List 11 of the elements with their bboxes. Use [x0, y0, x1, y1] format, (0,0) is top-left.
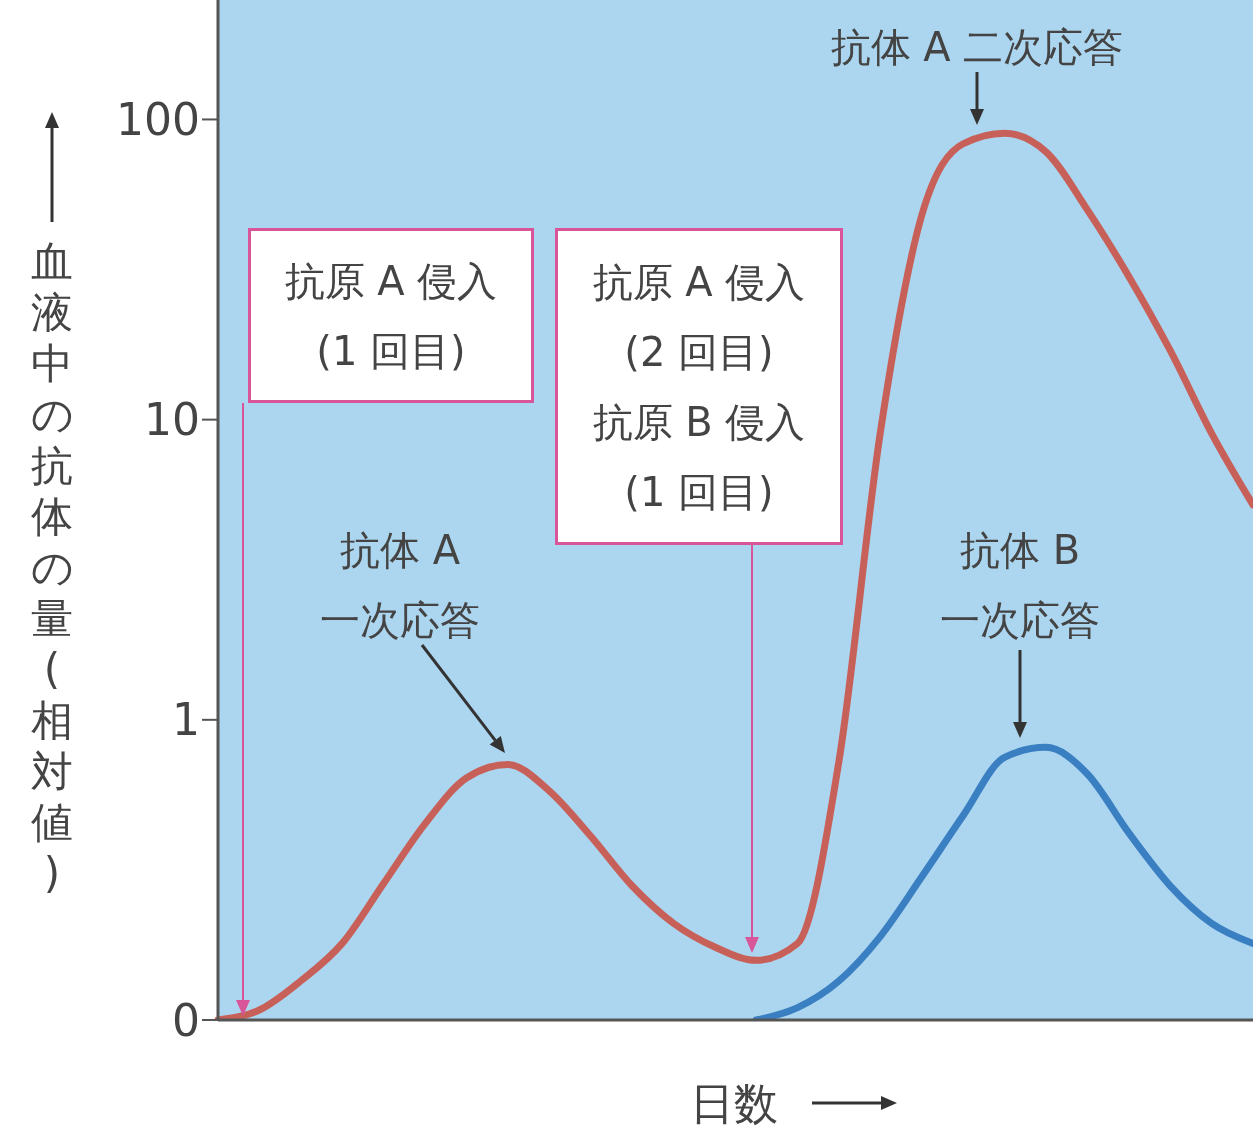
annotation: 抗原 A 侵入 (1 回目): [283, 256, 499, 376]
y-tick-label: 1: [172, 694, 200, 746]
y-tick-label: 10: [144, 394, 200, 446]
y-tick-label: 100: [116, 94, 200, 146]
x-axis-title: 日数: [690, 1077, 778, 1131]
text: 血液中の抗体の量(相対値): [30, 237, 74, 898]
annotation: 抗原 A 侵入 (2 回目) 抗原 B 侵入 (1 回目): [591, 257, 807, 517]
y-tick-label: 0: [172, 994, 200, 1046]
annotation: 抗体 A 二次応答: [829, 23, 1125, 72]
annotation: 抗体 A 一次応答: [319, 526, 481, 645]
annotation: 抗体 B 一次応答: [939, 526, 1101, 645]
